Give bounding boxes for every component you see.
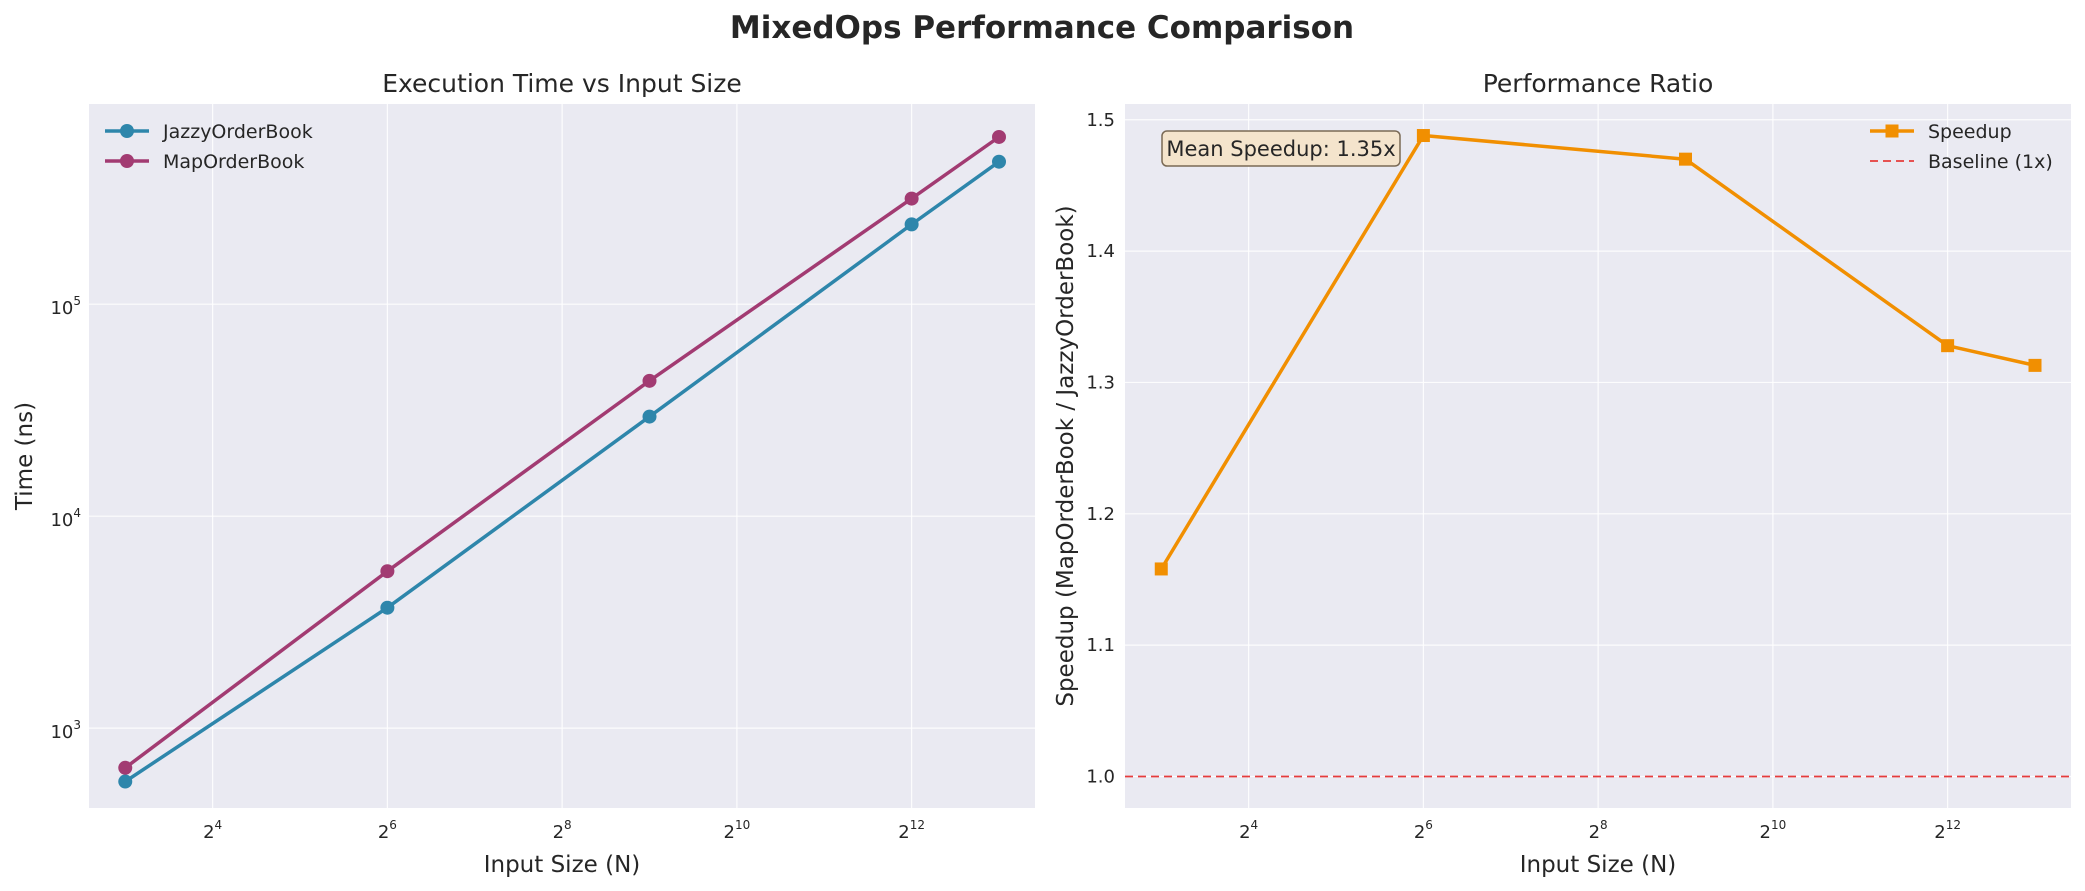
- series-JazzyOrderBook: [118, 154, 1006, 789]
- y-tick-label: 105: [50, 294, 81, 319]
- data-point: [1416, 129, 1430, 143]
- y-tick-label: 1.0: [1086, 766, 1115, 787]
- legend-marker: [120, 154, 134, 168]
- y-tick-label: 1.2: [1086, 504, 1115, 525]
- execution-time-chart: 24 26 28 210 212 103 104 105 Execution Time vs …: [12, 69, 1035, 878]
- legend-label: Baseline (1x): [1928, 151, 2053, 173]
- x-axis-label: Input Size (N): [1520, 852, 1677, 878]
- data-point: [1679, 152, 1693, 166]
- data-point: [118, 760, 133, 775]
- data-point: [904, 217, 919, 232]
- x-tick-label: 28: [1589, 818, 1608, 843]
- series-Speedup: [1154, 129, 2042, 576]
- grid: [1125, 104, 2071, 808]
- x-tick-label: 26: [1414, 818, 1433, 843]
- data-point: [642, 373, 657, 388]
- data-point: [991, 129, 1006, 144]
- performance-ratio-chart: 24 26 28 210 212 1.0 1.1 1.2 1.3 1.4 1.5 Performan…: [1053, 69, 2071, 878]
- axis-ticks: 24 26 28 210 212 1.0 1.1 1.2 1.3 1.4 1.5: [1086, 110, 1961, 843]
- figure-title: MixedOps Performance Comparison: [730, 10, 1354, 46]
- data-point: [991, 154, 1006, 169]
- series-layer: [118, 129, 1006, 789]
- legend-label: JazzyOrderBook: [162, 121, 313, 143]
- mean-speedup-annotation: Mean Speedup: 1.35x: [1161, 130, 1401, 167]
- x-tick-label: 210: [724, 818, 751, 843]
- data-point: [904, 191, 919, 206]
- x-tick-label: 28: [553, 818, 572, 843]
- legend: Speedup Baseline (1x): [1870, 121, 2053, 173]
- data-point: [1941, 339, 1955, 353]
- y-axis-label: Time (ns): [12, 402, 38, 511]
- legend-label: MapOrderBook: [163, 151, 304, 173]
- x-tick-label: 24: [203, 818, 222, 843]
- data-point: [1154, 562, 1168, 576]
- data-point: [2028, 358, 2042, 372]
- x-tick-label: 24: [1239, 818, 1258, 843]
- legend: JazzyOrderBook MapOrderBook: [105, 121, 313, 173]
- chart-title: Performance Ratio: [1483, 69, 1714, 98]
- y-tick-label: 1.1: [1086, 635, 1115, 656]
- x-tick-label: 26: [378, 818, 397, 843]
- y-tick-label: 1.5: [1086, 110, 1115, 131]
- y-axis-label: Speedup (MapOrderBook / JazzyOrderBook): [1053, 205, 1079, 706]
- annotation-text: Mean Speedup: 1.35x: [1166, 137, 1395, 161]
- grid: [89, 104, 1035, 808]
- y-tick-label: 103: [50, 718, 81, 743]
- x-tick-label: 212: [898, 818, 925, 843]
- data-point: [380, 600, 395, 615]
- legend-marker: [1885, 124, 1899, 138]
- chart-title: Execution Time vs Input Size: [382, 69, 742, 98]
- y-tick-label: 1.4: [1086, 241, 1115, 262]
- data-point: [118, 774, 133, 789]
- x-tick-label: 210: [1760, 818, 1787, 843]
- x-axis-label: Input Size (N): [484, 852, 641, 878]
- series-MapOrderBook: [118, 129, 1006, 775]
- y-tick-label: 104: [50, 506, 81, 531]
- x-tick-label: 212: [1934, 818, 1961, 843]
- y-tick-label: 1.3: [1086, 372, 1115, 393]
- data-point: [642, 409, 657, 424]
- axis-ticks: 24 26 28 210 212 103 104 105: [50, 294, 925, 843]
- legend-label: Speedup: [1928, 121, 2012, 143]
- annotation-box: [1161, 130, 1401, 167]
- legend-marker: [120, 124, 134, 138]
- data-point: [380, 564, 395, 579]
- series-layer: [1154, 129, 2042, 576]
